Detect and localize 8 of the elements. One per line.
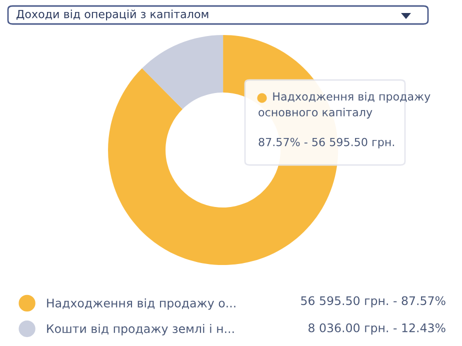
text: Надходження від продажу основного капіталу	[258, 92, 430, 119]
legend-label: Надходження від продажу о...	[47, 298, 236, 310]
data-label: 56 595.50 грн. - 87.57%	[301, 296, 446, 308]
text: 87.57% - 56 595.50 грн.	[258, 138, 394, 148]
chart-title: Доходи від операцій з капіталом	[16, 10, 208, 20]
legend-label: Кошти від продажу землі і н...	[47, 324, 234, 336]
data-label: 8 036.00 грн. - 12.43%	[308, 323, 446, 335]
donut-slice	[142, 34, 224, 110]
